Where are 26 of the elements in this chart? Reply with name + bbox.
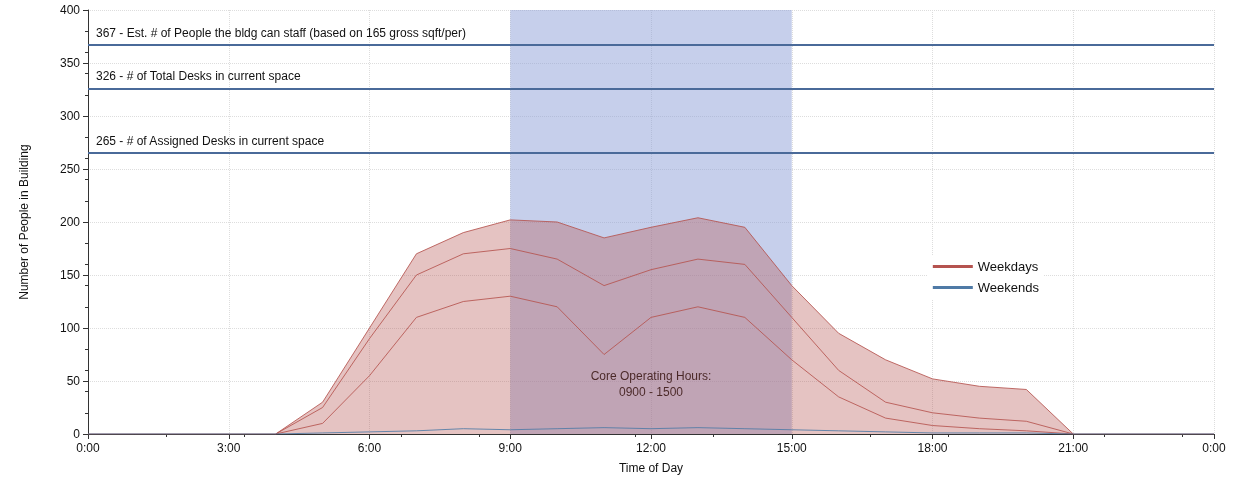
x-tick-label: 9:00 [498, 441, 523, 455]
x-tick-label: 15:00 [776, 441, 808, 455]
band-label: Core Operating Hours: 0900 - 1500 [590, 369, 712, 399]
y-tick-label: 50 [66, 374, 81, 388]
x-axis-title: Time of Day [618, 461, 684, 475]
ref-line-label: 265 - # of Assigned Desks in current space [96, 134, 325, 149]
y-tick-label: 300 [59, 109, 81, 123]
y-tick-label: 150 [59, 268, 81, 282]
y-tick-label: 250 [59, 162, 81, 176]
x-tick-label: 3:00 [217, 441, 241, 455]
legend-label: Weekdays [977, 259, 1039, 274]
x-tick-label: 18:00 [917, 441, 948, 455]
x-tick-label: 6:00 [357, 441, 382, 455]
x-tick-label: 12:00 [635, 441, 667, 455]
ref-line-label: 367 - Est. # of People the bldg can staff (based on 165 gross sqft/per) [96, 25, 467, 40]
x-tick-label: 0:00 [1202, 441, 1226, 455]
y-tick-label: 200 [59, 215, 81, 229]
y-tick-label: 100 [59, 321, 81, 335]
y-axis-title: Number of People in Building [17, 144, 31, 300]
y-tick-label: 350 [59, 56, 81, 70]
y-tick-label: 0 [73, 427, 81, 441]
x-tick-label: 21:00 [1058, 441, 1089, 455]
y-tick-label: 400 [59, 3, 81, 17]
legend-label: Weekends [977, 280, 1040, 295]
ref-line-label: 326 - # of Total Desks in current space [96, 69, 301, 84]
x-tick-label: 0:00 [76, 441, 100, 455]
